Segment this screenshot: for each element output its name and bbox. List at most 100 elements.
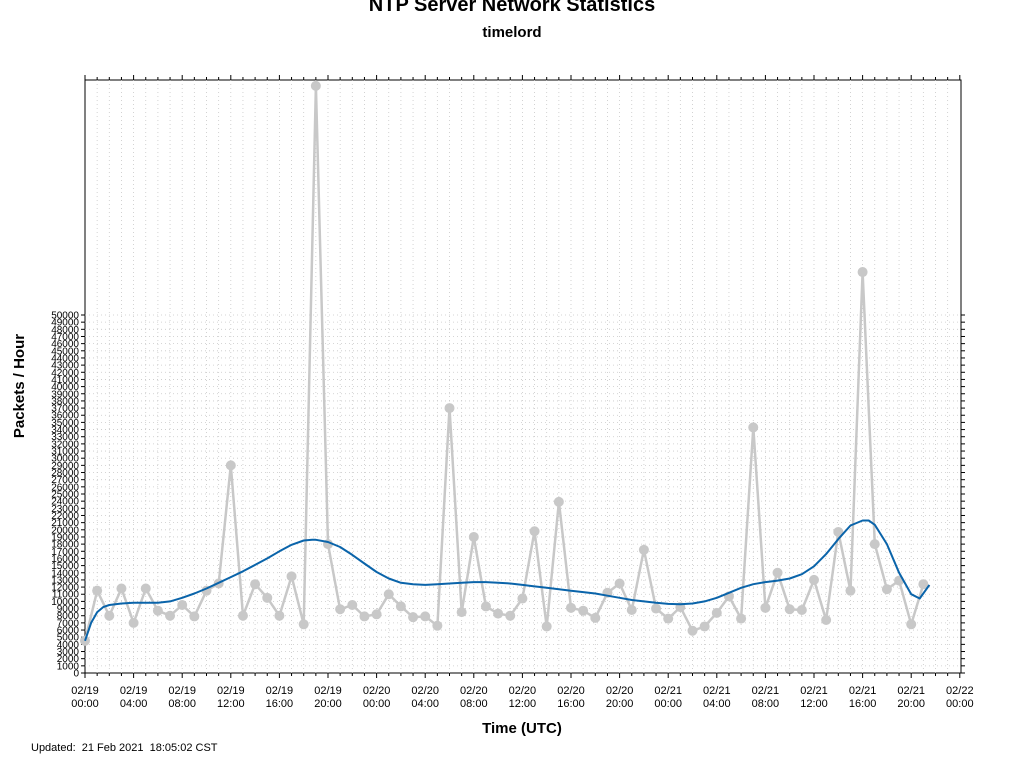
y-tick-label: 21000 (51, 518, 79, 529)
x-tick-label-date: 02/21 (654, 685, 682, 697)
data-point-hourly (237, 610, 248, 621)
y-tick-label: 28000 (51, 468, 79, 479)
x-tick-label-date: 02/21 (800, 685, 828, 697)
data-point-hourly (626, 604, 637, 615)
x-tick-label-date: 02/19 (71, 685, 99, 697)
x-tick-label-time: 16:00 (266, 698, 294, 710)
x-tick-label-date: 02/19 (266, 685, 294, 697)
x-tick-label-date: 02/19 (120, 685, 148, 697)
data-point-hourly (274, 610, 285, 621)
data-point-hourly (760, 602, 771, 613)
data-point-hourly (869, 539, 880, 550)
data-point-hourly (152, 605, 163, 616)
y-tick-label: 50000 (51, 311, 79, 322)
data-point-hourly (590, 612, 601, 623)
y-tick-label: 31000 (51, 447, 79, 458)
data-point-hourly (128, 617, 139, 628)
x-tick-label-time: 04:00 (703, 698, 731, 710)
y-tick-label: 12000 (51, 583, 79, 594)
data-point-hourly (456, 607, 467, 618)
y-tick-label: 29000 (51, 461, 79, 472)
x-tick-label-date: 02/19 (217, 685, 245, 697)
data-point-hourly (250, 579, 261, 590)
x-tick-label-time: 20:00 (314, 698, 342, 710)
data-point-hourly (566, 602, 576, 613)
y-tick-label: 42000 (51, 368, 79, 379)
y-tick-label: 30000 (51, 454, 79, 465)
data-point-hourly (857, 267, 868, 278)
y-tick-label: 20000 (51, 525, 79, 536)
y-tick-label: 8000 (57, 611, 80, 622)
data-point-hourly (578, 605, 589, 616)
data-point-hourly (918, 579, 929, 590)
y-tick-label: 39000 (51, 389, 79, 400)
y-tick-label: 0 (73, 669, 79, 680)
data-point-hourly (480, 601, 491, 612)
data-point-hourly (92, 585, 103, 596)
y-tick-label: 44000 (51, 353, 79, 364)
y-tick-label: 14000 (51, 568, 79, 579)
x-tick-label-date: 02/19 (168, 685, 196, 697)
data-point-hourly (906, 619, 917, 630)
y-tick-label: 35000 (51, 418, 79, 429)
x-tick-label-date: 02/21 (752, 685, 780, 697)
data-point-hourly (225, 460, 236, 471)
y-tick-label: 16000 (51, 554, 79, 565)
data-point-hourly (177, 599, 188, 610)
x-tick-label-time: 16:00 (849, 698, 877, 710)
data-point-hourly (505, 610, 516, 621)
data-point-hourly (395, 601, 406, 612)
data-point-hourly (298, 619, 309, 630)
x-tick-label-date: 02/21 (897, 685, 925, 697)
x-tick-label-date: 02/19 (314, 685, 342, 697)
data-point-hourly (711, 607, 722, 618)
chart-subtitle: timelord (482, 24, 542, 41)
data-point-hourly (444, 403, 455, 414)
x-tick-label-time: 00:00 (654, 698, 682, 710)
y-tick-label: 32000 (51, 439, 79, 450)
x-tick-label-date: 02/21 (703, 685, 731, 697)
y-tick-label: 4000 (57, 640, 80, 651)
x-tick-label-time: 20:00 (606, 698, 634, 710)
y-tick-label: 7000 (57, 618, 80, 629)
y-tick-label: 9000 (57, 604, 80, 615)
data-point-hourly (784, 604, 795, 615)
y-tick-label: 41000 (51, 375, 79, 386)
x-tick-label-date: 02/20 (606, 685, 634, 697)
x-tick-label-time: 08:00 (460, 698, 488, 710)
y-tick-label: 26000 (51, 482, 79, 493)
x-tick-label-time: 12:00 (800, 698, 828, 710)
data-point-hourly (420, 611, 431, 622)
x-tick-label-time: 04:00 (411, 698, 439, 710)
y-tick-label: 13000 (51, 575, 79, 586)
data-point-hourly (468, 531, 479, 542)
data-point-hourly (663, 613, 674, 624)
y-tick-label: 2000 (57, 654, 80, 665)
data-point-hourly (359, 611, 370, 622)
data-point-hourly (383, 589, 394, 600)
x-tick-label-time: 16:00 (557, 698, 585, 710)
data-point-hourly (821, 615, 832, 626)
grid (85, 80, 961, 673)
chart-title: NTP Server Network Statistics (368, 0, 656, 16)
y-tick-label: 1000 (57, 661, 80, 672)
y-tick-label: 43000 (51, 361, 79, 372)
data-point-hourly (347, 599, 358, 610)
y-tick-label: 37000 (51, 404, 79, 415)
y-tick-label: 24000 (51, 497, 79, 508)
x-tick-label-date: 02/21 (849, 685, 877, 697)
y-tick-label: 38000 (51, 396, 79, 407)
y-tick-label: 10000 (51, 597, 79, 608)
x-tick-label-date: 02/22 (946, 685, 974, 697)
data-point-hourly (845, 585, 856, 596)
x-tick-label-time: 00:00 (363, 698, 391, 710)
x-tick-label-time: 04:00 (120, 698, 148, 710)
data-point-hourly (614, 578, 625, 589)
data-point-hourly (748, 422, 759, 433)
x-tick-label-date: 02/20 (557, 685, 585, 697)
y-tick-label: 3000 (57, 647, 80, 658)
y-tick-label: 33000 (51, 432, 79, 443)
x-tick-label-time: 12:00 (509, 698, 537, 710)
series-layer (80, 80, 931, 646)
